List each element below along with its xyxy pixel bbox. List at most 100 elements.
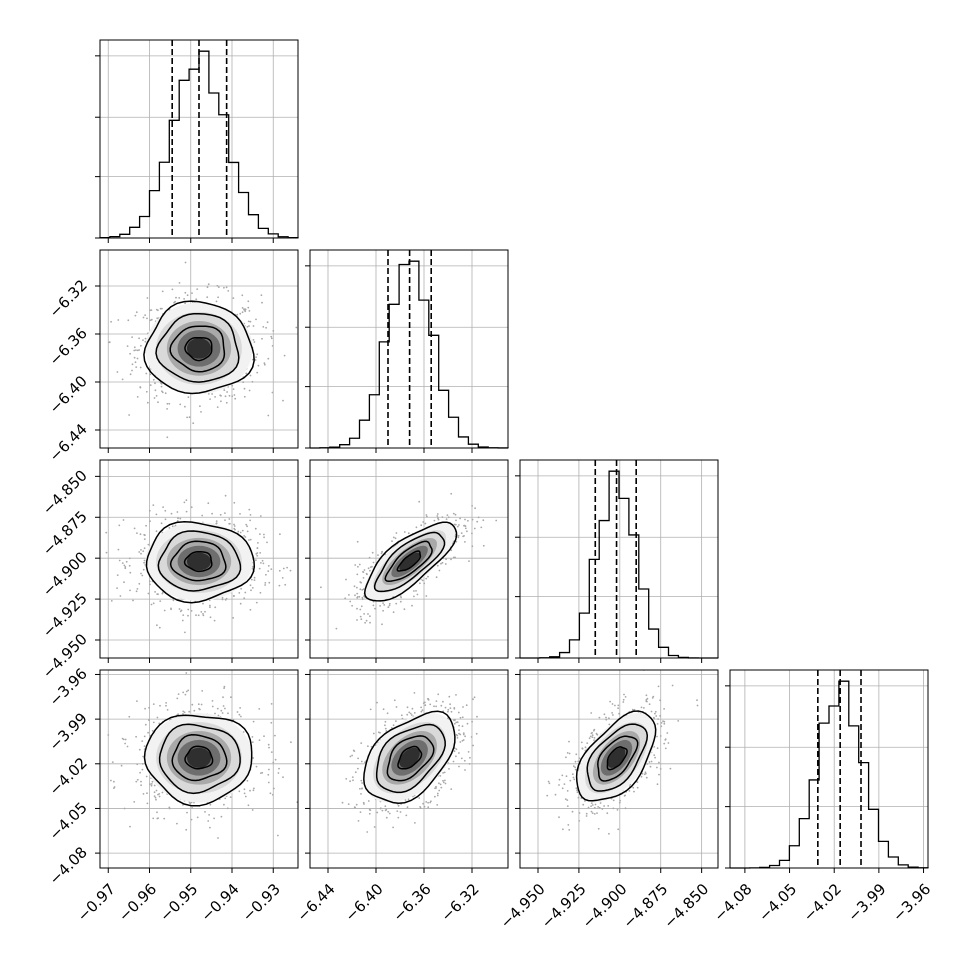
sample-point [423,582,426,585]
sample-point [196,288,199,290]
sample-point [243,597,246,600]
sample-point [436,804,439,806]
sample-point [554,793,557,796]
sample-point [240,587,243,590]
sample-point [413,595,415,598]
sample-point [116,587,118,589]
sample-point [271,345,274,347]
sample-point [177,693,180,695]
sample-point [547,780,550,783]
sample-point [217,286,220,288]
sample-point [436,794,439,797]
hist-frame [729,669,929,869]
sample-point [278,569,281,572]
scatter-panel-3-0: −0.97−0.96−0.95−0.94−0.93−4.08−4.05−4.02… [46,665,299,925]
sample-point [133,356,136,359]
sample-point [407,532,410,535]
sample-point [229,522,231,525]
sample-point [447,516,450,519]
sample-point [151,729,154,732]
sample-point [155,395,158,397]
sample-point [436,792,439,795]
sample-point [155,513,158,516]
sample-point [179,403,182,406]
sample-point [360,605,363,608]
sample-point [181,619,184,622]
sample-point [177,713,180,716]
density-fill [186,747,212,768]
sample-point [197,703,200,706]
x-tick-label: −0.94 [198,880,243,925]
sample-point [608,832,610,835]
sample-point [356,619,358,621]
sample-point [396,810,399,812]
sample-point [117,548,120,551]
sample-point [459,741,462,743]
sample-point [249,584,252,587]
scatter-frame [99,249,299,449]
sample-point [190,818,193,821]
sample-point [152,721,155,724]
histogram-step [729,680,929,869]
sample-point [349,755,352,758]
sample-point [177,517,179,520]
sample-point [215,522,218,524]
y-tick-label: −4.08 [46,843,91,888]
sample-point [176,822,178,825]
sample-point [453,707,456,709]
sample-point [128,564,131,567]
sample-point [232,617,235,619]
sample-point [122,519,125,521]
sample-point [394,537,397,540]
sample-point [156,624,158,627]
sample-point [176,520,179,522]
sample-point [191,807,194,809]
sample-point [413,712,416,714]
sample-point [344,597,347,600]
sample-point [452,512,455,515]
sample-point [251,358,254,361]
sample-point [200,703,203,706]
contour-line [169,325,226,373]
sample-point [243,788,246,791]
sample-point [395,532,398,534]
sample-point [573,778,576,781]
sample-point [129,352,132,355]
sample-point [359,811,362,813]
sample-point [221,598,224,601]
sample-point [437,693,440,696]
sample-point [232,388,235,390]
sample-point [211,705,214,708]
sample-point [263,362,266,365]
sample-point [202,613,204,615]
y-tick-label: −6.40 [46,372,91,417]
sample-point [124,566,127,568]
sample-point [368,556,371,559]
sample-point [215,520,218,522]
sample-point [136,778,139,781]
sample-point [425,514,428,516]
sample-point [124,567,127,570]
sample-point [199,405,201,408]
sample-point [320,586,322,589]
sample-point [418,797,421,799]
density-layer [546,670,699,835]
sample-point [231,384,234,387]
sample-point [654,756,656,759]
sample-point [438,569,441,572]
sample-point [408,711,411,714]
sample-point [139,771,142,774]
sample-point [440,562,442,565]
sample-point [226,391,229,393]
sample-point [454,523,457,526]
sample-point [168,806,171,809]
scatter-frame [309,459,509,659]
sample-point [482,519,485,522]
scatter-panel-3-1: −6.44 −6.40 −6.36 −6.32 [294,669,509,925]
sample-point [110,600,113,602]
sample-point [393,699,396,702]
sample-point [139,366,142,369]
contour-line [183,551,213,573]
sample-point [146,401,149,404]
density-layer [341,692,478,833]
